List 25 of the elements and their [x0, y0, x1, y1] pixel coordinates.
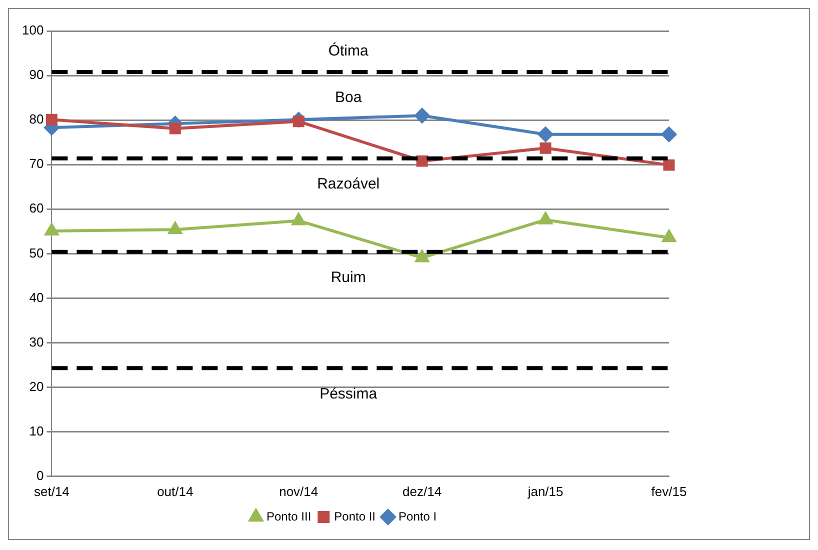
x-tick-label: dez/14	[402, 484, 442, 499]
annotation: Ruim	[330, 269, 366, 286]
y-tick-label: 50	[29, 245, 44, 260]
legend-label: Ponto II	[334, 509, 376, 524]
y-tick-label: 70	[29, 156, 44, 172]
x-tick-label: fev/15	[651, 484, 687, 499]
y-tick-label: 100	[22, 22, 44, 38]
annotation: Razoável	[317, 176, 380, 193]
x-tick-label: jan/15	[526, 484, 564, 499]
x-tick-label: nov/14	[279, 484, 318, 499]
y-tick-label: 20	[29, 378, 44, 394]
annotation: Boa	[334, 89, 362, 106]
annotation: Péssima	[320, 385, 378, 402]
y-tick-label: 40	[29, 290, 44, 305]
y-tick-label: 10	[29, 423, 44, 438]
y-tick-label: 90	[29, 67, 44, 82]
legend-label: Ponto I	[398, 509, 437, 524]
x-tick-label: set/14	[34, 484, 70, 499]
y-tick-label: 80	[29, 112, 44, 127]
x-tick-label: out/14	[157, 484, 194, 499]
annotation: Ótima	[328, 42, 369, 60]
y-tick-label: 0	[36, 468, 44, 483]
y-tick-label: 30	[29, 334, 44, 350]
legend-label: Ponto III	[266, 509, 312, 524]
y-tick-label: 60	[29, 200, 44, 216]
